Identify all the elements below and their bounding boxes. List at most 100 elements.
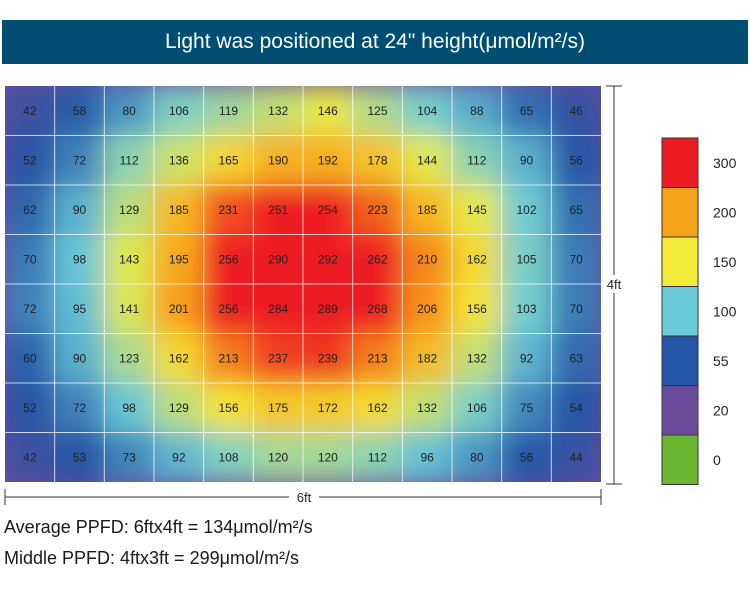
heat-cell	[302, 233, 354, 285]
heat-cell	[302, 184, 354, 236]
heat-cell	[153, 86, 205, 137]
cell-value-label: 73	[122, 450, 136, 464]
cell-value-label: 165	[218, 153, 238, 167]
heat-cell	[351, 134, 404, 186]
cell-value-label: 256	[218, 302, 238, 316]
cell-value-label: 103	[516, 302, 536, 316]
heat-cell	[451, 184, 503, 236]
heat-cell	[500, 283, 553, 335]
legend-label: 300	[713, 155, 737, 171]
cell-value-label: 52	[23, 401, 37, 415]
cell-value-label: 136	[169, 153, 189, 167]
heat-cell	[53, 233, 106, 285]
cell-value-label: 105	[516, 252, 536, 266]
legend-swatch	[661, 385, 699, 436]
legend-swatch	[661, 137, 699, 188]
legend-label: 100	[713, 303, 737, 319]
heat-cell	[202, 382, 255, 434]
cell-value-label: 72	[23, 302, 37, 316]
cell-value-label: 123	[119, 351, 139, 365]
heat-cell	[500, 233, 553, 285]
cell-value-label: 106	[169, 104, 189, 118]
cell-value-label: 42	[23, 450, 37, 464]
cell-value-label: 63	[569, 351, 583, 365]
cell-value-label: 132	[417, 401, 437, 415]
cell-value-label: 104	[417, 104, 437, 118]
average-ppfd-text: Average PPFD: 6ftx4ft = 134μmol/m²/s	[4, 517, 313, 537]
cell-value-label: 90	[520, 153, 534, 167]
cell-value-label: 60	[23, 351, 37, 365]
width-label-bg	[289, 488, 319, 506]
heat-cell	[5, 86, 56, 137]
heat-cell	[401, 134, 453, 186]
cell-value-label: 129	[169, 401, 189, 415]
cell-value-label: 46	[569, 104, 583, 118]
heat-cell	[500, 431, 553, 482]
heat-cell	[550, 382, 601, 434]
heat-cell	[252, 283, 304, 335]
heat-cell	[202, 233, 255, 285]
cell-value-label: 92	[520, 351, 534, 365]
cell-value-label: 42	[23, 104, 37, 118]
legend-swatch	[661, 286, 699, 337]
heat-cell	[103, 382, 155, 434]
legend-label: 150	[713, 254, 737, 270]
cell-value-label: 144	[417, 153, 437, 167]
heat-cell	[550, 332, 601, 384]
legend-swatch	[661, 187, 699, 238]
cell-value-label: 72	[73, 153, 87, 167]
heat-cell	[5, 382, 56, 434]
heat-cell	[401, 184, 453, 236]
cell-value-label: 119	[219, 104, 238, 118]
heat-cell	[451, 134, 503, 186]
cell-value-label: 70	[569, 252, 583, 266]
cell-value-label: 143	[119, 252, 139, 266]
cell-value-label: 182	[417, 351, 437, 365]
heat-cell	[451, 382, 503, 434]
cell-value-label: 172	[318, 401, 338, 415]
heat-cell	[351, 382, 404, 434]
cell-value-label: 237	[268, 351, 288, 365]
cell-value-label: 58	[73, 104, 87, 118]
cell-value-label: 70	[569, 302, 583, 316]
cell-value-label: 125	[367, 104, 387, 118]
cell-value-label: 53	[73, 450, 87, 464]
heat-cell	[153, 382, 205, 434]
width-dimension: 6ft	[4, 488, 602, 506]
heat-cell	[53, 134, 106, 186]
legend-swatch	[661, 236, 699, 287]
cell-value-label: 284	[268, 302, 288, 316]
legend-label: 55	[713, 353, 729, 369]
cell-value-label: 162	[169, 351, 189, 365]
heat-cell	[500, 332, 553, 384]
legend-swatch	[661, 434, 699, 485]
cell-value-label: 92	[172, 450, 186, 464]
cell-value-label: 108	[218, 450, 238, 464]
heat-cell	[401, 332, 453, 384]
heat-cell	[202, 283, 255, 335]
heat-cell	[401, 233, 453, 285]
cell-value-label: 206	[417, 302, 437, 316]
heat-cell	[153, 332, 205, 384]
cell-value-label: 231	[218, 203, 238, 217]
heat-cell	[103, 134, 155, 186]
cell-value-label: 52	[23, 153, 37, 167]
heat-cell	[351, 86, 404, 137]
cell-value-label: 112	[368, 450, 387, 464]
cell-value-label: 106	[467, 401, 487, 415]
heat-cell	[153, 283, 205, 335]
heat-cell	[202, 134, 255, 186]
cell-value-label: 96	[420, 450, 434, 464]
heat-cell	[252, 86, 304, 137]
cell-value-label: 70	[23, 252, 37, 266]
cell-value-label: 256	[218, 252, 238, 266]
heat-cell	[53, 184, 106, 236]
cell-value-label: 290	[268, 252, 288, 266]
heat-cell	[103, 233, 155, 285]
cell-value-label: 75	[520, 401, 534, 415]
heat-cell	[302, 134, 354, 186]
heat-cell	[401, 86, 453, 137]
cell-value-label: 254	[318, 203, 338, 217]
width-label: 6ft	[297, 490, 312, 505]
cell-value-label: 72	[73, 401, 87, 415]
